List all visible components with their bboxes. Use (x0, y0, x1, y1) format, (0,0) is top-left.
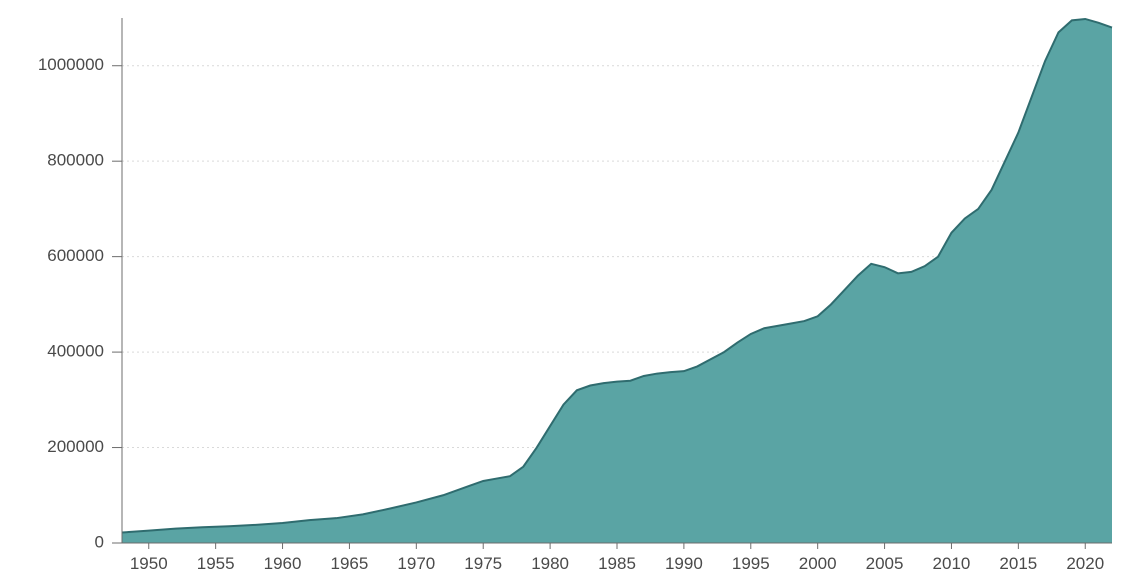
x-tick-label: 1985 (598, 554, 636, 573)
x-tick-label: 1960 (264, 554, 302, 573)
y-tick-label: 1000000 (38, 55, 104, 74)
x-tick-label: 1990 (665, 554, 703, 573)
x-tick-label: 2015 (999, 554, 1037, 573)
y-tick-label: 200000 (47, 437, 104, 456)
x-tick-label: 2000 (799, 554, 837, 573)
x-tick-label: 1970 (397, 554, 435, 573)
x-tick-label: 1980 (531, 554, 569, 573)
x-tick-label: 2005 (866, 554, 904, 573)
y-tick-label: 600000 (47, 246, 104, 265)
x-tick-label: 1950 (130, 554, 168, 573)
x-tick-label: 1975 (464, 554, 502, 573)
x-tick-label: 1955 (197, 554, 235, 573)
area-chart: 0 200000 400000 600000 800000 1000000 1950 1955… (0, 0, 1134, 585)
x-tick-label: 1965 (331, 554, 369, 573)
x-tick-label: 2010 (933, 554, 971, 573)
x-tick-label: 2020 (1066, 554, 1104, 573)
x-tick-label: 1995 (732, 554, 770, 573)
chart-svg: 0 200000 400000 600000 800000 1000000 1950 1955… (0, 0, 1134, 585)
y-tick-label: 800000 (47, 151, 104, 170)
y-tick-label: 400000 (47, 342, 104, 361)
y-tick-label: 0 (95, 532, 104, 551)
